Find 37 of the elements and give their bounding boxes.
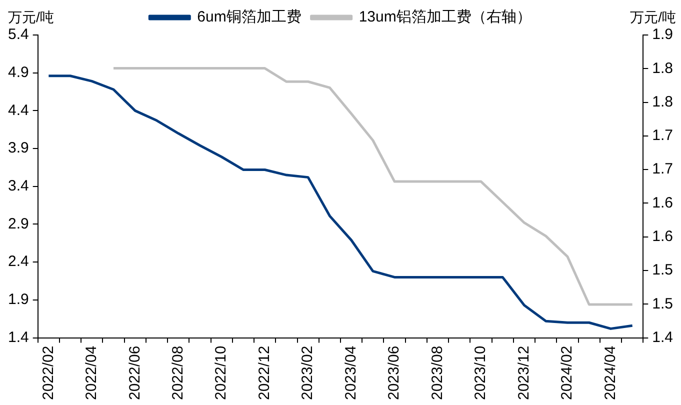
x-tick-label: 2022/04	[83, 346, 100, 400]
y-tick-label: 4.4	[8, 102, 29, 119]
x-tick-label: 2022/06	[126, 346, 144, 400]
x-tick-label: 2022/10	[212, 346, 230, 400]
y-axis-title: 万元/吨	[8, 8, 54, 25]
x-tick-label: 2023/06	[386, 346, 403, 400]
y-tick-label: 1.9	[8, 291, 29, 308]
x-tick-label: 2023/08	[428, 346, 446, 400]
y-tick-label: 3.9	[8, 140, 29, 157]
y-tick-label: 4.9	[8, 64, 29, 81]
x-tick-label: 2023/10	[472, 346, 490, 400]
y-tick-label: 2.4	[8, 253, 29, 270]
legend-label: 6um铜箔加工费	[197, 8, 302, 26]
y2-tick-label: 1.5	[652, 295, 674, 312]
legend-label: 13um铝箔加工费（右轴）	[358, 8, 532, 26]
y2-tick-label: 1.8	[652, 60, 674, 77]
x-tick-label: 2023/04	[342, 346, 360, 400]
y2-tick-label: 1.8	[652, 93, 674, 110]
x-tick-label: 2023/02	[299, 346, 316, 400]
y2-tick-label: 1.7	[652, 160, 674, 178]
x-tick-label: 2022/08	[170, 346, 187, 400]
y2-tick-label: 1.4	[652, 328, 674, 346]
y2-tick-label: 1.6	[652, 228, 674, 245]
y-tick-label: 3.4	[8, 178, 29, 195]
y2-tick-label: 1.7	[652, 127, 674, 144]
x-tick-label: 2024/04	[602, 346, 619, 400]
y2-axis-title: 万元/吨	[630, 8, 676, 25]
y-tick-label: 1.4	[8, 328, 29, 346]
y2-tick-label: 1.6	[652, 194, 674, 212]
x-tick-label: 2022/02	[40, 346, 57, 400]
x-tick-label: 2023/12	[515, 346, 532, 400]
y2-tick-label: 1.5	[652, 262, 674, 279]
x-tick-label: 2022/12	[256, 346, 273, 400]
y2-tick-label: 1.9	[652, 26, 674, 44]
y-tick-label: 5.4	[8, 26, 29, 44]
y-tick-label: 2.9	[8, 215, 29, 232]
x-tick-label: 2024/02	[558, 346, 576, 400]
